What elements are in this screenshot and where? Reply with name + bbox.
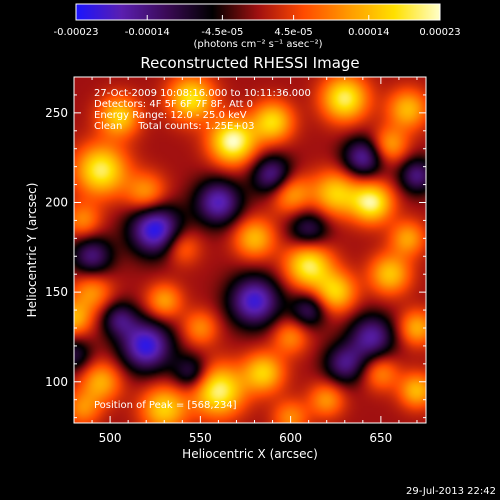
colorbar-tick-label: -0.00014 xyxy=(125,27,170,38)
x-axis: 500 550 600 650 xyxy=(73,77,418,445)
heatmap-image xyxy=(74,77,426,423)
colorbar-gradient xyxy=(76,4,440,20)
y-axis-label: Heliocentric Y (arcsec) xyxy=(25,183,39,318)
observation-info: 27-Oct-2009 10:08:16.000 to 10:11:36.000… xyxy=(94,88,311,132)
info-detectors: Detectors: 4F 5F 6F 7F 8F, Att 0 xyxy=(94,99,253,110)
colorbar-units-label: (photons cm⁻² s⁻¹ asec⁻²) xyxy=(193,39,322,50)
colorbar-tick-label: 4.5e-05 xyxy=(274,27,312,38)
y-tick-label: 200 xyxy=(45,195,68,209)
peak-position-label: Position of Peak = [568,234] xyxy=(94,400,237,411)
chart-title: Reconstructed RHESSI Image xyxy=(140,54,359,72)
colorbar-tick-label: -4.5e-05 xyxy=(201,27,243,38)
y-tick-label: 100 xyxy=(45,375,68,389)
date-stamp: 29-Jul-2013 22:42 xyxy=(406,486,496,497)
x-tick-label: 500 xyxy=(99,431,122,445)
plot-frame xyxy=(73,76,427,424)
heatmap-raster xyxy=(74,77,426,423)
info-clean-counts: Clean Total counts: 1.25E+03 xyxy=(94,121,254,132)
colorbar-frame xyxy=(75,3,441,21)
info-time-range: 27-Oct-2009 10:08:16.000 to 10:11:36.000 xyxy=(94,88,311,99)
y-tick-label: 150 xyxy=(45,285,68,299)
colorbar-ticks: -0.00023 -0.00014 -4.5e-05 4.5e-05 0.00014 0.… xyxy=(54,15,461,38)
colorbar-tick-label: -0.00023 xyxy=(54,27,99,38)
colorbar-tick-label: 0.00023 xyxy=(419,27,460,38)
info-energy-range: Energy Range: 12.0 - 25.0 keV xyxy=(94,110,247,121)
colorbar: -0.00023 -0.00014 -4.5e-05 4.5e-05 0.00014 0.… xyxy=(54,3,461,50)
x-tick-label: 650 xyxy=(369,431,392,445)
colorbar-tick-label: 0.00014 xyxy=(348,27,389,38)
x-tick-label: 600 xyxy=(279,431,302,445)
y-tick-label: 250 xyxy=(45,106,68,120)
y-axis: 100 150 200 250 xyxy=(45,76,426,419)
x-axis-label: Heliocentric X (arcsec) xyxy=(182,447,318,461)
x-tick-label: 550 xyxy=(189,431,212,445)
